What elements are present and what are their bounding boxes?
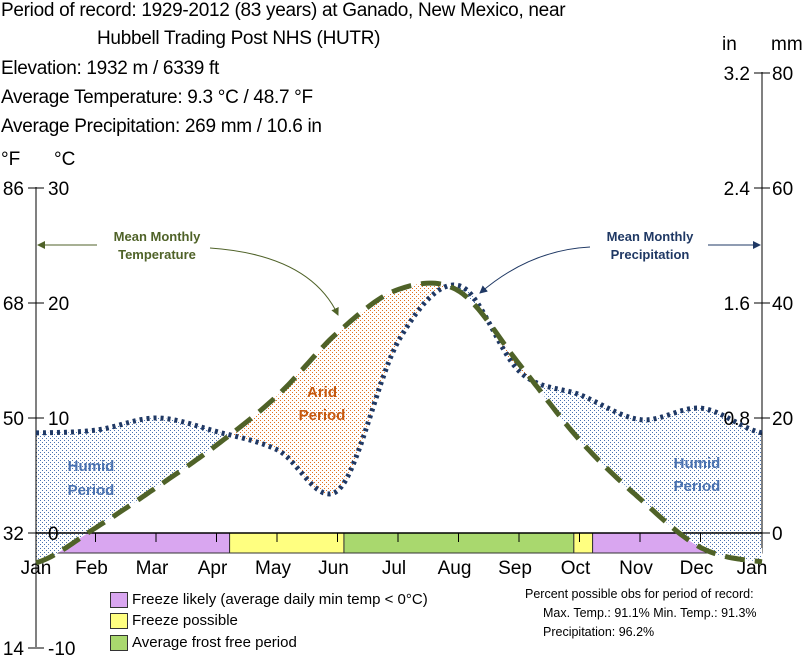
- month-label: Jan: [21, 558, 52, 579]
- in-axis-unit: in: [722, 34, 737, 55]
- freeze-likely-label: Freeze likely (average daily min temp < …: [132, 591, 428, 608]
- precip-annotation-line2: Precipitation: [611, 247, 690, 262]
- in-tick-label: 2.4: [724, 179, 751, 200]
- c-tick-label: 30: [48, 179, 69, 200]
- obs-temps: Max. Temp.: 91.1% Min. Temp.: 91.3%: [543, 606, 757, 620]
- precipitation-line: [36, 282, 763, 497]
- legend-freeze-possible: Freeze possible: [110, 612, 238, 629]
- month-label: May: [255, 558, 291, 579]
- c-tick-label: 10: [48, 409, 69, 430]
- mm-tick-label: 40: [772, 294, 793, 315]
- in-tick-label: 1.6: [724, 294, 750, 315]
- month-label: Nov: [619, 558, 653, 579]
- precip-curve-arrow: [479, 246, 591, 294]
- month-label: Jun: [318, 558, 349, 579]
- month-label: Aug: [438, 558, 472, 579]
- frost-free-swatch: [110, 634, 128, 651]
- humid-label-right-2: Period: [674, 478, 721, 495]
- c-tick-label: 0: [48, 524, 59, 545]
- month-label: Jul: [382, 558, 406, 579]
- month-label: Sep: [498, 558, 532, 579]
- mm-tick-label: 80: [772, 64, 793, 85]
- f-tick-label: 50: [3, 409, 24, 430]
- arid-label-1: Arid: [307, 384, 337, 401]
- month-label: Mar: [136, 558, 169, 579]
- humid-label-left-2: Period: [68, 482, 115, 499]
- mm-tick-label: 0: [772, 524, 783, 545]
- in-tick-label: 3.2: [724, 64, 750, 85]
- c-tick-label: 20: [48, 294, 69, 315]
- arid-label-2: Period: [299, 407, 346, 424]
- c-axis-unit: °C: [54, 149, 75, 170]
- average-temperature-text: Average Temperature: 9.3 °C / 48.7 °F: [1, 87, 313, 108]
- frost-free-label: Average frost free period: [132, 634, 297, 651]
- humid-label-right-1: Humid: [674, 455, 721, 472]
- freeze-band-freeze_possible: [229, 532, 345, 554]
- month-label: Apr: [198, 558, 228, 579]
- f-axis-unit: °F: [1, 149, 20, 170]
- temp-curve-arrow: [209, 247, 339, 316]
- f-tick-label: 32: [3, 524, 24, 545]
- freeze-band-freeze_possible: [573, 532, 594, 554]
- c-tick-label: -10: [48, 639, 75, 656]
- title-line-1: Period of record: 1929-2012 (83 years) a…: [1, 0, 566, 21]
- temp-annotation-line1: Mean Monthly: [114, 229, 201, 244]
- humid-label-left-1: Humid: [68, 458, 115, 475]
- average-precipitation-text: Average Precipitation: 269 mm / 10.6 in: [1, 116, 322, 137]
- month-label: Dec: [680, 558, 714, 579]
- in-tick-label: 0.8: [724, 409, 750, 430]
- temp-annotation-line2: Temperature: [118, 247, 196, 262]
- freeze-possible-label: Freeze possible: [132, 612, 238, 629]
- mm-tick-label: 20: [772, 409, 793, 430]
- freeze-likely-swatch: [110, 591, 128, 608]
- legend-freeze-likely: Freeze likely (average daily min temp < …: [110, 591, 428, 608]
- mm-axis-unit: mm: [771, 34, 803, 55]
- freeze-possible-swatch: [110, 612, 128, 629]
- f-tick-label: 86: [3, 179, 24, 200]
- precip-annotation-line1: Mean Monthly: [607, 229, 694, 244]
- temperature-line: [35, 280, 763, 566]
- obs-precip: Precipitation: 96.2%: [543, 625, 655, 639]
- mm-tick-label: 60: [772, 179, 793, 200]
- f-tick-label: 68: [3, 294, 24, 315]
- obs-title: Percent possible obs for period of recor…: [525, 587, 754, 601]
- f-tick-label: 14: [3, 639, 25, 656]
- elevation-text: Elevation: 1932 m / 6339 ft: [1, 58, 219, 79]
- month-label: Feb: [75, 558, 108, 579]
- month-label: Oct: [561, 558, 591, 579]
- title-line-2: Hubbell Trading Post NHS (HUTR): [97, 28, 381, 49]
- legend-frost-free: Average frost free period: [110, 634, 297, 651]
